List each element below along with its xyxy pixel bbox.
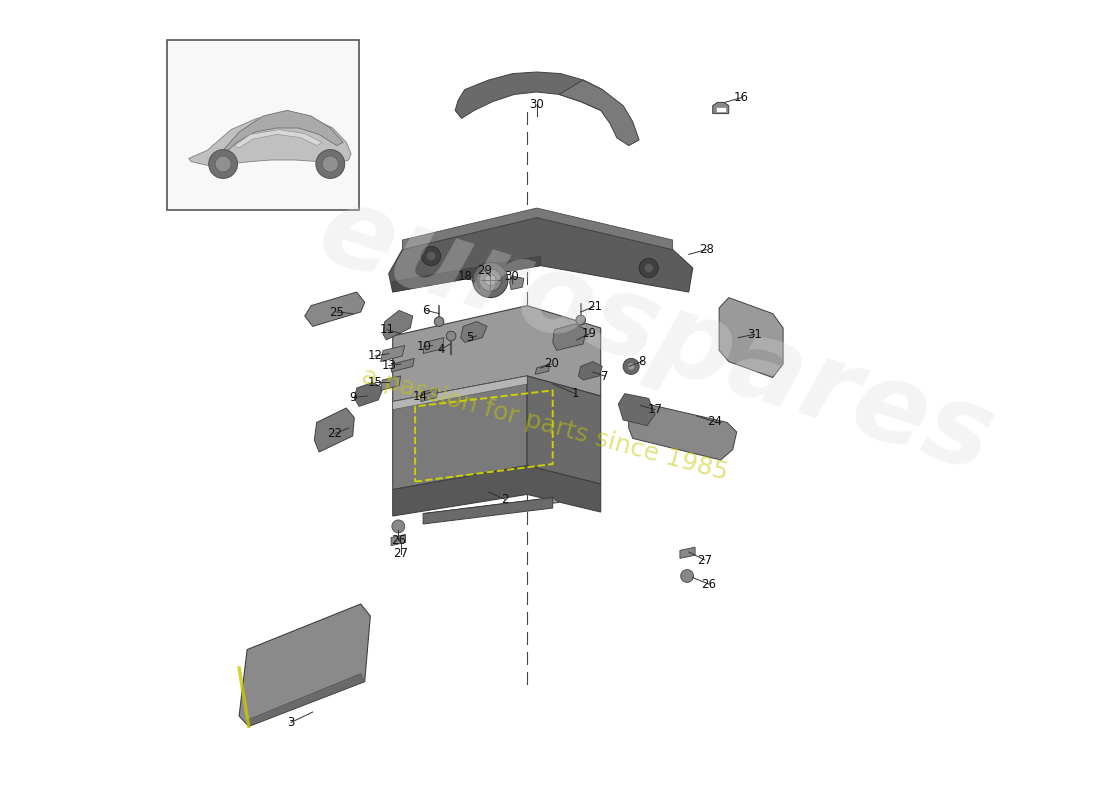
Text: 31: 31 xyxy=(747,328,761,341)
Text: a passion for parts since 1985: a passion for parts since 1985 xyxy=(359,363,730,485)
Polygon shape xyxy=(315,408,354,452)
Text: 18: 18 xyxy=(458,270,472,282)
Polygon shape xyxy=(381,346,405,362)
Circle shape xyxy=(447,331,455,341)
Polygon shape xyxy=(354,382,383,406)
Polygon shape xyxy=(392,358,415,372)
Circle shape xyxy=(473,262,508,298)
Polygon shape xyxy=(509,276,524,290)
Circle shape xyxy=(392,520,405,533)
Polygon shape xyxy=(713,102,728,114)
Circle shape xyxy=(209,150,238,178)
Polygon shape xyxy=(527,376,601,484)
Text: 16: 16 xyxy=(734,91,749,104)
Text: 11: 11 xyxy=(379,323,395,336)
Polygon shape xyxy=(552,324,586,350)
Polygon shape xyxy=(716,107,726,112)
Circle shape xyxy=(623,358,639,374)
Polygon shape xyxy=(455,72,617,118)
Text: 21: 21 xyxy=(586,300,602,313)
Text: 4: 4 xyxy=(437,343,444,356)
Polygon shape xyxy=(223,110,343,152)
Text: 29: 29 xyxy=(477,264,492,277)
Polygon shape xyxy=(393,376,527,410)
Polygon shape xyxy=(305,292,365,326)
Text: 30: 30 xyxy=(505,270,519,282)
Text: 1: 1 xyxy=(571,387,579,400)
Circle shape xyxy=(427,251,436,261)
Circle shape xyxy=(644,263,653,273)
Text: 30: 30 xyxy=(529,98,544,110)
Polygon shape xyxy=(461,322,487,342)
FancyBboxPatch shape xyxy=(167,40,359,210)
Polygon shape xyxy=(424,498,559,518)
Polygon shape xyxy=(392,534,406,546)
Circle shape xyxy=(681,570,693,582)
Circle shape xyxy=(639,258,658,278)
Circle shape xyxy=(434,317,444,326)
Polygon shape xyxy=(403,208,673,250)
Polygon shape xyxy=(420,389,438,402)
Polygon shape xyxy=(680,547,695,558)
Text: 13: 13 xyxy=(382,359,396,372)
Polygon shape xyxy=(559,80,639,146)
Text: 6: 6 xyxy=(422,304,430,317)
Text: 17: 17 xyxy=(648,403,662,416)
Circle shape xyxy=(316,150,344,178)
Polygon shape xyxy=(629,402,737,460)
Circle shape xyxy=(322,156,339,172)
Polygon shape xyxy=(234,130,322,148)
Text: eurospares: eurospares xyxy=(306,177,1008,495)
Text: 26: 26 xyxy=(390,534,406,546)
Polygon shape xyxy=(189,114,351,166)
Text: 12: 12 xyxy=(367,350,383,362)
Text: 22: 22 xyxy=(328,427,342,440)
Text: 15: 15 xyxy=(367,376,383,389)
Text: 27: 27 xyxy=(697,554,712,566)
Text: 10: 10 xyxy=(417,340,431,353)
Text: 20: 20 xyxy=(543,358,559,370)
Text: 5: 5 xyxy=(465,331,473,344)
Circle shape xyxy=(216,156,231,172)
Polygon shape xyxy=(535,364,550,374)
Polygon shape xyxy=(719,298,783,378)
Text: 27: 27 xyxy=(393,547,408,560)
Text: 26: 26 xyxy=(701,578,716,590)
Polygon shape xyxy=(393,256,541,292)
Text: 25: 25 xyxy=(329,306,344,318)
Circle shape xyxy=(480,269,502,291)
Polygon shape xyxy=(424,498,552,524)
Polygon shape xyxy=(388,218,693,292)
Polygon shape xyxy=(393,466,601,516)
Polygon shape xyxy=(239,604,371,726)
Text: 9: 9 xyxy=(349,391,356,404)
Text: 3: 3 xyxy=(287,716,295,729)
Text: 28: 28 xyxy=(698,243,714,256)
Text: 8: 8 xyxy=(639,355,646,368)
Text: 7: 7 xyxy=(601,370,608,382)
Text: 24: 24 xyxy=(707,415,722,428)
Text: 2: 2 xyxy=(500,493,508,506)
Polygon shape xyxy=(381,376,400,390)
Text: 19: 19 xyxy=(582,327,597,340)
Polygon shape xyxy=(424,338,444,354)
Polygon shape xyxy=(393,376,527,490)
Text: 14: 14 xyxy=(412,390,428,402)
Circle shape xyxy=(485,274,496,286)
Circle shape xyxy=(421,246,441,266)
Circle shape xyxy=(627,362,635,370)
Polygon shape xyxy=(579,362,603,380)
Polygon shape xyxy=(383,310,412,340)
Polygon shape xyxy=(393,306,601,402)
Polygon shape xyxy=(618,394,656,426)
Polygon shape xyxy=(248,674,365,726)
Circle shape xyxy=(576,315,585,325)
